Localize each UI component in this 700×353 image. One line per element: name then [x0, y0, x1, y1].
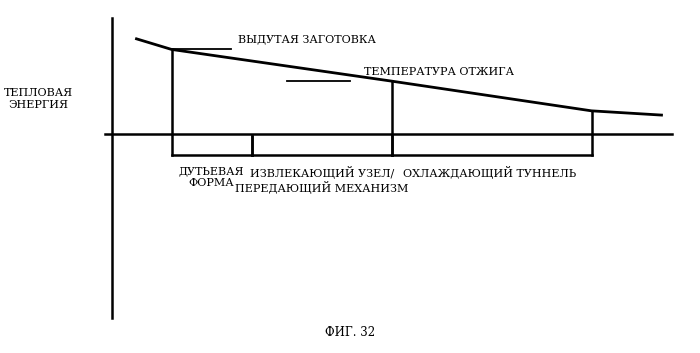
- Text: ИЗВЛЕКАЮЩИЙ УЗЕЛ/
ПЕРЕДАЮЩИЙ МЕХАНИЗМ: ИЗВЛЕКАЮЩИЙ УЗЕЛ/ ПЕРЕДАЮЩИЙ МЕХАНИЗМ: [235, 166, 409, 194]
- Text: ТЕМПЕРАТУРА ОТЖИГА: ТЕМПЕРАТУРА ОТЖИГА: [364, 67, 514, 77]
- Text: ФИГ. 32: ФИГ. 32: [325, 326, 375, 339]
- Text: ВЫДУТАЯ ЗАГОТОВКА: ВЫДУТАЯ ЗАГОТОВКА: [238, 34, 376, 44]
- Text: ОХЛАЖДАЮЩИЙ ТУННЕЛЬ: ОХЛАЖДАЮЩИЙ ТУННЕЛЬ: [403, 166, 577, 179]
- Text: ДУТЬЕВАЯ
ФОРМА: ДУТЬЕВАЯ ФОРМА: [178, 166, 244, 187]
- Text: ТЕПЛОВАЯ
ЭНЕРГИЯ: ТЕПЛОВАЯ ЭНЕРГИЯ: [4, 88, 73, 110]
